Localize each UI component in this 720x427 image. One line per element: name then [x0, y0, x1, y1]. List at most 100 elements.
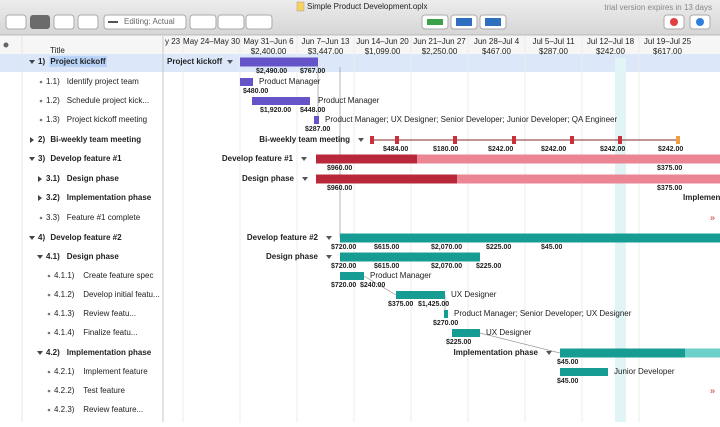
dependency-line [479, 332, 561, 354]
bullet [39, 118, 43, 122]
expanded-triangle[interactable] [29, 157, 35, 161]
row-title: Implementation phase [67, 193, 152, 202]
window-title: Simple Product Development.oplx [307, 2, 428, 11]
row-number: 4.1.1) [54, 271, 75, 280]
cost-label: $225.00 [476, 263, 501, 270]
cost-label: $720.00 [331, 282, 356, 289]
collapse-triangle[interactable] [358, 138, 364, 142]
collapse-triangle[interactable] [326, 236, 332, 240]
expanded-triangle[interactable] [29, 60, 35, 64]
collapse-triangle[interactable] [227, 60, 233, 64]
summary-bar [240, 57, 318, 67]
cost-label: $960.00 [327, 185, 352, 192]
bullet [39, 80, 43, 84]
collapsed-triangle[interactable] [38, 195, 42, 201]
cost-label: $960.00 [327, 165, 352, 172]
summary-bar [457, 174, 720, 184]
stop-icon [670, 18, 678, 26]
collapse-triangle[interactable] [301, 157, 307, 161]
week-label: May 31–Jun 6 [243, 37, 294, 46]
row-number: 4.2.3) [54, 405, 75, 414]
network-button[interactable] [77, 14, 99, 30]
outline-button[interactable] [5, 14, 27, 30]
recurring-event [618, 136, 622, 144]
resource-button[interactable] [53, 14, 75, 30]
row-number: 4.2.2) [54, 386, 75, 395]
week-label: Jul 12–Jul 18 [587, 37, 635, 46]
editing-dropdown[interactable] [103, 14, 187, 30]
expanded-triangle[interactable] [29, 236, 35, 240]
summary-bar [340, 233, 720, 243]
cost-label: $1,425.00 [418, 301, 449, 308]
inspector-icon [696, 18, 704, 26]
overflow-marker: » [710, 385, 715, 395]
summary-bar [316, 154, 417, 164]
row-number: 3.3) [46, 213, 60, 222]
resource-label: UX Designer [451, 290, 497, 299]
week-cost: $3,447.00 [308, 47, 344, 56]
row-number: 4.1.4) [54, 328, 75, 337]
cost-label: $448.00 [300, 107, 325, 114]
row-title: Implement feature [83, 367, 148, 376]
collapse-triangle[interactable] [326, 255, 332, 259]
cost-label: $270.00 [433, 320, 458, 327]
dropdown-icon [108, 21, 118, 23]
row-title: Identify project team [67, 77, 139, 86]
recurring-event [676, 136, 680, 144]
row-title: Design phase [67, 174, 120, 183]
task-bar [452, 329, 480, 337]
baseline-button[interactable] [189, 14, 217, 30]
task-bar [396, 291, 445, 299]
row-number: 4.2) [46, 348, 60, 357]
week-cost: $2,250.00 [422, 47, 458, 56]
week-label: Jun 7–Jun 13 [301, 37, 350, 46]
cost-label: $1,920.00 [260, 107, 291, 114]
row-title: Create feature spec [83, 271, 153, 280]
cost-label: $240.00 [360, 282, 385, 289]
week-label: Jun 28–Jul 4 [474, 37, 520, 46]
cost-label: $484.00 [383, 146, 408, 153]
cost-label: $615.00 [374, 263, 399, 270]
editing-mode: Editing: Actual [124, 17, 175, 26]
row-title: Design phase [67, 252, 120, 261]
row-title: Schedule project kick... [67, 96, 149, 105]
week-label: Jun 14–Jun 20 [356, 37, 409, 46]
gantt-button[interactable] [30, 15, 50, 29]
cost-label: $242.00 [541, 146, 566, 153]
row-number: 4.1.2) [54, 290, 75, 299]
row-title: Implementation phase [67, 348, 152, 357]
title-selection [49, 56, 107, 68]
summary-bar [340, 252, 480, 262]
row-number: 1.2) [46, 96, 60, 105]
task-bar [560, 368, 608, 376]
row-title: Develop feature #2 [50, 233, 122, 242]
week-cost: $617.00 [653, 47, 682, 56]
task-bar [252, 97, 310, 105]
expanded-triangle[interactable] [37, 255, 43, 259]
week-cost: $287.00 [539, 47, 568, 56]
collapsed-triangle[interactable] [38, 176, 42, 182]
recurring-event [512, 136, 516, 144]
resource-label: Junior Developer [614, 367, 675, 376]
collapse-triangle[interactable] [546, 351, 552, 355]
gantt-caption: Bi-weekly team meeting [259, 135, 350, 144]
task-bar [314, 116, 319, 124]
split-button[interactable] [245, 14, 273, 30]
row-number: 4.2.1) [54, 367, 75, 376]
gantt-caption: Project kickoff [167, 57, 222, 66]
violations-button[interactable] [217, 14, 245, 30]
dependency-line [363, 275, 397, 296]
row-title: Finalize featu... [83, 328, 137, 337]
week-label: Jul 5–Jul 11 [532, 37, 575, 46]
gantt-caption: Implementation phase [683, 193, 720, 202]
recurring-event [395, 136, 399, 144]
add-task-icon [427, 19, 443, 25]
collapse-triangle[interactable] [302, 177, 308, 181]
week-cost: $242.00 [596, 47, 625, 56]
row-title: Review feature... [83, 405, 143, 414]
expanded-triangle[interactable] [37, 351, 43, 355]
collapsed-triangle[interactable] [30, 137, 34, 143]
row-number: 1.3) [46, 115, 60, 124]
week-cost: $1,099.00 [365, 47, 401, 56]
task-bar [444, 310, 448, 318]
